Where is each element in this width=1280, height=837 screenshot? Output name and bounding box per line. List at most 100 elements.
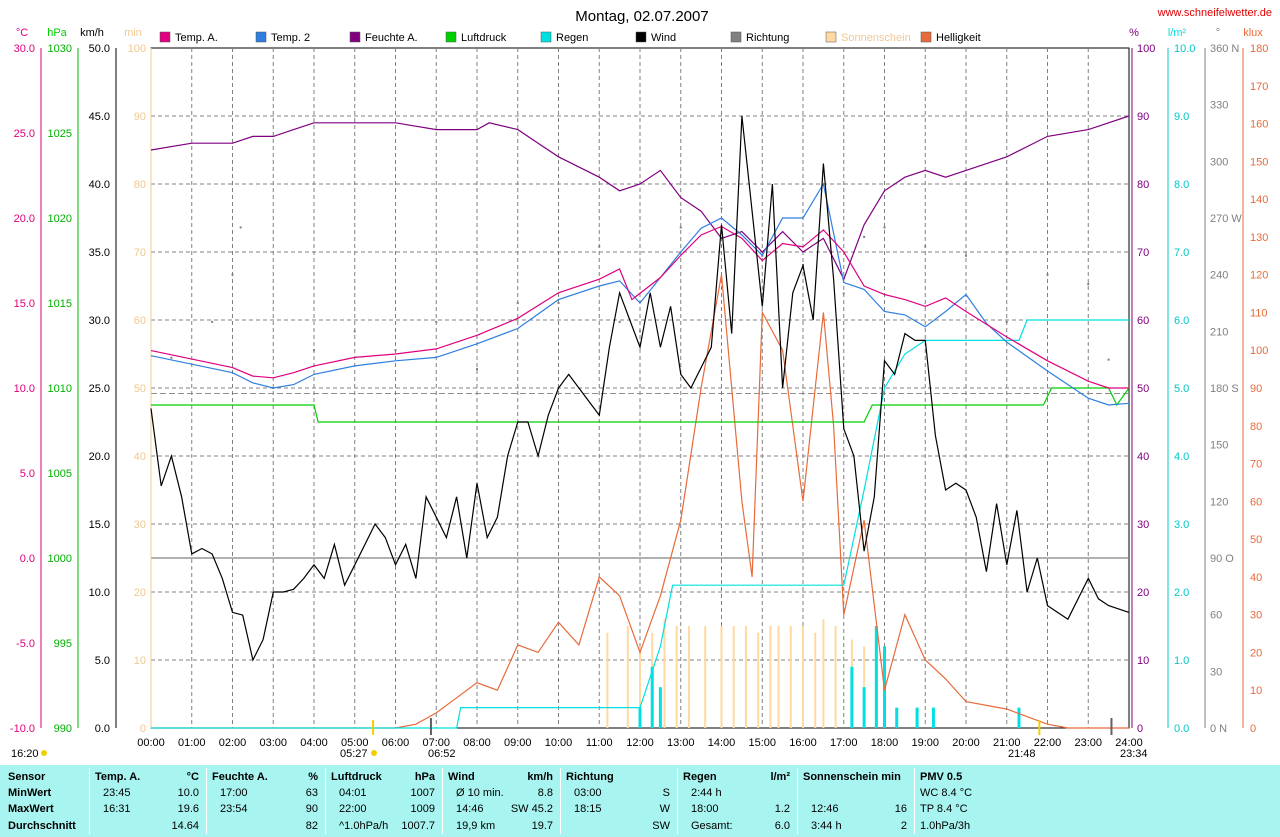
tick-label-min: 0 (140, 723, 146, 735)
statistics-panel: Sensor MinWert MaxWert Durchschnitt Temp. A.… (0, 765, 1280, 837)
direction-point (863, 235, 866, 238)
x-tick-label: 23:00 (1074, 737, 1102, 749)
stats-richtung-value: SW (652, 820, 670, 832)
stats-temp-value: 14.64 (171, 820, 199, 832)
stats-header-regen: Regen (683, 771, 717, 783)
tick-label-lm2: 5.0 (1174, 383, 1189, 395)
tick-label-kmh: 30.0 (89, 315, 110, 327)
x-tick-label: 10:00 (545, 737, 573, 749)
x-tick-label: 08:00 (463, 737, 491, 749)
unit-label-lm2: l/m² (1168, 27, 1187, 39)
tick-label-percent: 10 (1137, 655, 1149, 667)
tick-label-percent: 30 (1137, 519, 1149, 531)
tick-label-klux: 130 (1250, 232, 1268, 244)
chart-legend: Temp. A. Temp. 2 Feuchte A. Luftdruck Regen W… (159, 31, 981, 44)
direction-point (639, 330, 641, 333)
direction-point (842, 292, 845, 295)
tick-label-lm2: 10.0 (1174, 43, 1195, 55)
marker-sunrise: 05:27 (340, 748, 368, 760)
website-label[interactable]: www.schneifelwetter.de (1157, 7, 1272, 19)
series-line-temp-2 (150, 182, 1130, 406)
legend-swatch (349, 31, 361, 43)
stats-header-druck: Luftdruck (331, 771, 382, 783)
stats-regen-time: 2:44 h (691, 787, 722, 799)
x-tick-label: 18:00 (871, 737, 899, 749)
series-line-regen (151, 319, 1129, 729)
direction-point (1107, 358, 1110, 361)
x-tick-label: 03:00 (259, 737, 287, 749)
series-line-temp-a (150, 225, 1129, 389)
tick-label-klux: 100 (1250, 345, 1268, 357)
tick-label-min: 10 (134, 655, 146, 667)
tick-label-min: 60 (134, 315, 146, 327)
stats-separator (797, 768, 798, 834)
stats-druck-value: 1007 (410, 787, 435, 799)
direction-point (231, 273, 234, 276)
marker-noon: 06:52 (428, 748, 456, 760)
tick-label-celsius: -10.0 (10, 723, 35, 735)
direction-point (435, 320, 438, 323)
direction-point (313, 349, 315, 352)
tick-label-lm2: 3.0 (1174, 519, 1189, 531)
unit-label-klux: klux (1243, 27, 1263, 39)
tick-label-kmh: 15.0 (89, 519, 110, 531)
stats-unit-feuchte: % (308, 771, 318, 783)
x-tick-label: 24:00 (1115, 737, 1143, 749)
chart-title: Montag, 02.07.2007 (575, 8, 708, 25)
tick-label-deg: 210 (1210, 326, 1228, 338)
tick-label-lm2: 9.0 (1174, 111, 1189, 123)
tick-label-klux: 80 (1250, 421, 1262, 433)
tick-label-deg: 240 (1210, 270, 1228, 282)
x-tick-label: 20:00 (952, 737, 980, 749)
stats-wind-value: SW 45.2 (510, 803, 553, 815)
stats-header-richtung: Richtung (566, 771, 614, 783)
stats-druck-value: 1007.7 (401, 820, 435, 832)
tick-label-percent: 80 (1137, 179, 1149, 191)
series-line-luftdruck (151, 387, 1130, 423)
x-tick-label: 07:00 (422, 737, 450, 749)
chart-series (150, 115, 1130, 729)
tick-label-kmh: 40.0 (89, 179, 110, 191)
stats-druck-value: 1009 (410, 803, 435, 815)
legend-label: Temp. A. (175, 32, 218, 44)
tick-label-deg: 30 (1210, 666, 1222, 678)
tick-label-min: 70 (134, 247, 146, 259)
legend-swatch (540, 31, 552, 43)
tick-label-deg: 270 W (1210, 213, 1242, 225)
tick-label-celsius: 0.0 (20, 553, 35, 565)
tick-label-klux: 120 (1250, 270, 1268, 282)
direction-point (516, 302, 519, 304)
unit-label-hpa: hPa (47, 27, 67, 39)
stats-header-sensor: Sensor (8, 771, 46, 783)
tick-label-celsius: -5.0 (16, 638, 35, 650)
sunrise-icon (371, 750, 377, 756)
tick-label-kmh: 50.0 (89, 43, 110, 55)
x-tick-label: 06:00 (382, 737, 410, 749)
legend-label: Regen (556, 32, 588, 44)
direction-point (394, 349, 397, 352)
stats-richtung-value: S (662, 787, 670, 799)
stats-header-temp: Temp. A. (95, 771, 141, 783)
stats-row-label: MinWert (8, 787, 52, 799)
tick-label-deg: 360 N (1210, 43, 1239, 55)
stats-sonne-time: 12:46 (811, 803, 839, 815)
tick-label-celsius: 25.0 (14, 128, 35, 140)
direction-point (1046, 273, 1049, 276)
stats-wind-time: 19,9 km (456, 820, 496, 832)
tick-label-kmh: 10.0 (89, 587, 110, 599)
tick-label-celsius: 15.0 (14, 298, 35, 310)
unit-label-celsius: °C (16, 27, 28, 39)
x-tick-label: 09:00 (504, 737, 532, 749)
tick-label-klux: 170 (1250, 81, 1268, 93)
tick-label-klux: 180 (1250, 43, 1268, 55)
legend-swatch (920, 31, 932, 43)
x-tick-label: 17:00 (830, 737, 858, 749)
tick-label-lm2: 0.0 (1174, 723, 1189, 735)
tick-label-hpa: 990 (54, 723, 72, 735)
tick-label-klux: 50 (1250, 534, 1262, 546)
legend-label: Temp. 2 (271, 32, 310, 44)
direction-point (239, 226, 242, 229)
series-line-wind (150, 115, 1130, 662)
direction-point (883, 226, 886, 229)
tick-label-klux: 40 (1250, 572, 1262, 584)
